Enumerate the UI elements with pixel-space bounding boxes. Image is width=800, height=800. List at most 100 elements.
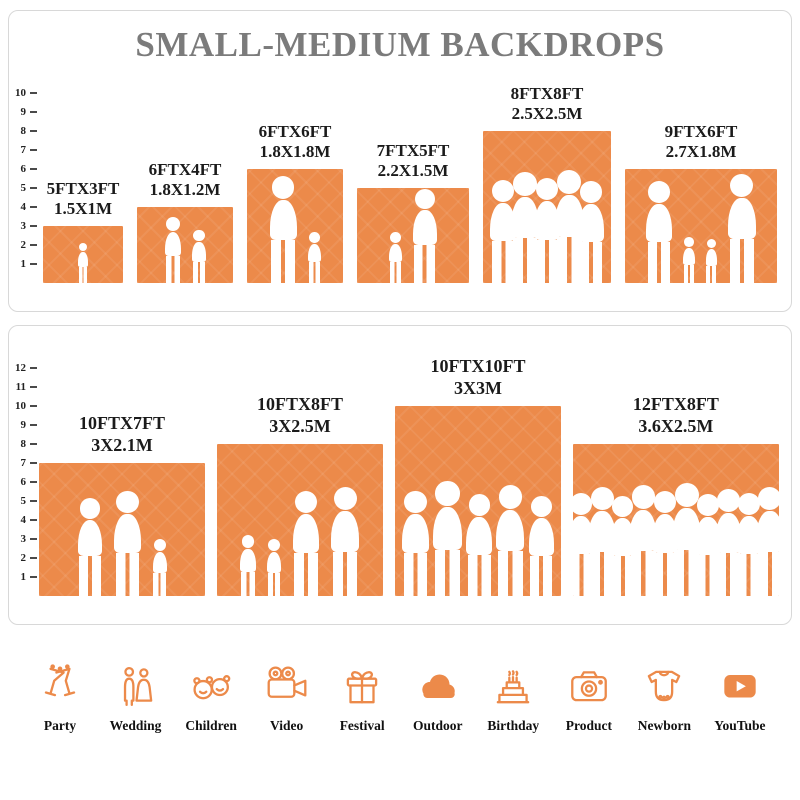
person-torso (388, 243, 402, 263)
ruler-tick (30, 519, 37, 521)
backdrop-swatch (625, 169, 777, 283)
person-head (706, 239, 716, 249)
person-legs (498, 551, 523, 596)
person-silhouette (292, 490, 321, 596)
ruler-tick (30, 576, 37, 578)
backdrop-swatch (573, 444, 779, 596)
person-head (653, 490, 676, 514)
ruler-tick (30, 263, 37, 265)
person-head (241, 535, 255, 549)
person-head (309, 231, 320, 243)
backdrop-swatch (137, 207, 233, 283)
size-meters-label: 1.8X1.2M (149, 180, 221, 200)
person-head (153, 539, 166, 552)
ruler-label: 8 (20, 125, 27, 137)
person-head (267, 539, 280, 552)
person-head (492, 179, 515, 202)
person-legs (530, 555, 553, 596)
person-silhouette (755, 486, 779, 596)
person-torso (466, 517, 493, 555)
person-torso (756, 511, 779, 552)
person-legs (271, 239, 295, 283)
person-legs (512, 238, 538, 283)
children-icon (188, 663, 234, 709)
person-silhouette (645, 180, 673, 283)
category-item: Video (259, 663, 315, 734)
bars-bottom: 10FTX7FT 3X2.1M 10FTX8FT 3X2.5M 10FTX10FT 3X3… (39, 356, 779, 596)
newborn-icon (641, 663, 687, 709)
person-silhouette (388, 231, 402, 283)
person-torso (192, 242, 206, 262)
ruler-label: 11 (15, 381, 26, 393)
backdrop-size-label: 10FTX8FT 3X2.5M (257, 394, 343, 438)
ruler-tick (30, 557, 37, 559)
person-legs (647, 241, 671, 283)
backdrop-size-label: 10FTX10FT 3X3M (430, 356, 525, 400)
person-legs (573, 554, 593, 596)
size-meters-label: 2.2X1.5M (377, 161, 449, 181)
ruler-tick (30, 130, 37, 132)
person-torso (705, 249, 717, 266)
person-silhouette (432, 480, 463, 596)
person-head (674, 483, 699, 508)
ruler-tick (30, 462, 37, 464)
festival-icon (339, 663, 385, 709)
person-head (165, 216, 180, 231)
size-feet-label: 10FTX7FT (78, 413, 165, 434)
person-head (648, 181, 670, 204)
size-feet-label: 6FTX6FT (258, 121, 332, 141)
product-icon (566, 663, 612, 709)
category-item: Wedding (108, 663, 164, 734)
person-torso (164, 231, 182, 257)
person-silhouette (152, 539, 167, 596)
person-silhouette (192, 229, 206, 283)
person-silhouette (412, 188, 438, 283)
backdrop-swatch (247, 169, 343, 283)
person-head (535, 177, 559, 201)
ruler-bottom: 1 2 3 4 5 6 7 8 9 10 11 12 (11, 344, 37, 596)
size-meters-label: 2.5X2.5M (511, 104, 583, 124)
ruler-label: 12 (15, 362, 26, 374)
size-feet-label: 10FTX10FT (430, 356, 526, 377)
person-head (580, 181, 602, 204)
person-torso (269, 199, 297, 240)
ruler-tick (30, 92, 37, 94)
person-torso (683, 247, 695, 265)
ruler-tick (30, 149, 37, 151)
person-legs (115, 553, 140, 596)
ruler-label: 10 (15, 400, 26, 412)
person-head (513, 172, 537, 196)
ruler-tick (30, 538, 37, 540)
person-head (590, 487, 614, 511)
ruler-label: 10 (15, 87, 26, 99)
ruler-tick (30, 424, 37, 426)
video-icon (264, 663, 310, 709)
backdrop-item: 9FTX6FT 2.7X1.8M (625, 122, 777, 283)
person-silhouette (164, 216, 182, 283)
ruler-label: 2 (20, 552, 27, 564)
ruler-tick (30, 367, 37, 369)
category-label: Birthday (487, 718, 540, 733)
person-legs (78, 267, 88, 283)
person-legs (414, 245, 436, 283)
ruler-tick (30, 481, 37, 483)
wedding-icon (113, 663, 159, 709)
person-legs (716, 552, 741, 596)
person-silhouette (628, 484, 658, 596)
person-torso (78, 252, 88, 268)
category-item: Product (561, 663, 617, 734)
person-legs (267, 573, 281, 596)
person-head (557, 170, 582, 195)
backdrop-swatch (39, 463, 205, 596)
backdrop-swatch (395, 406, 561, 596)
person-legs (153, 573, 166, 596)
person-head (498, 485, 523, 509)
person-silhouette (266, 539, 282, 596)
backdrop-item: 8FTX8FT 2.5X2.5M (483, 84, 611, 283)
person-torso (308, 243, 322, 263)
person-silhouette (268, 175, 297, 283)
person-silhouette (78, 243, 89, 283)
size-meters-label: 3X2.1M (91, 435, 153, 456)
person-legs (434, 549, 461, 596)
ruler-tick (30, 405, 37, 407)
